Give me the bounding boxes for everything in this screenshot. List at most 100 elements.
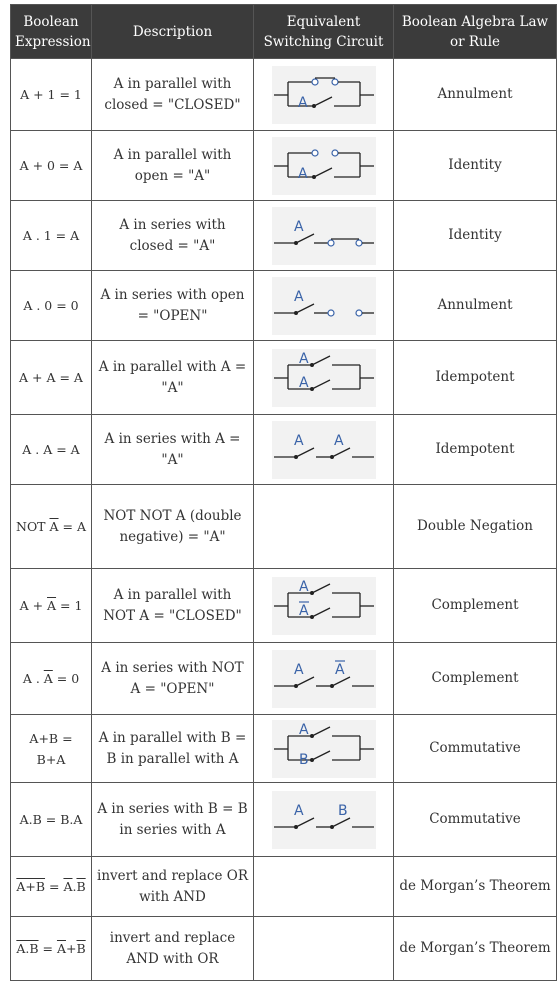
law-cell: Double Negation <box>393 484 557 569</box>
header-description: Description <box>91 4 254 59</box>
expression-overlined: A <box>47 598 57 613</box>
circuit-label-a: A <box>294 433 304 449</box>
expression-overlined: A+B <box>16 879 46 894</box>
circuit-cell: A <box>253 58 394 131</box>
law-cell: de Morgan’s Theorem <box>393 916 557 981</box>
law-cell: Annulment <box>393 58 557 131</box>
circuit-label-a: A <box>299 579 309 595</box>
switching-circuit-diagram: AB <box>271 719 376 778</box>
circuit-label-a: A <box>294 219 304 235</box>
header-row: Boolean Expression Description Equivalen… <box>10 4 557 59</box>
expression-cell: A.B = B.A <box>10 782 92 857</box>
description-cell: A in series with A = "A" <box>91 414 254 485</box>
circuit-label-a: A <box>294 662 304 678</box>
switching-circuit-diagram: A <box>271 276 376 335</box>
circuit-label-a: A <box>298 95 308 111</box>
expression-overlined: A <box>49 519 59 534</box>
circuit-label-b: B <box>338 803 348 819</box>
circuit-label-a: A <box>299 351 309 367</box>
expression-cell: A . 1 = A <box>10 200 92 271</box>
expression-part: A + <box>19 598 48 613</box>
description-cell: A in parallel with open = "A" <box>91 130 254 201</box>
circuit-cell <box>253 484 394 569</box>
header-circuit: Equivalent Switching Circuit <box>253 4 394 59</box>
circuit-label-b: B <box>299 752 309 768</box>
description-cell: NOT NOT A (double negative) = "A" <box>91 484 254 569</box>
circuit-label-a: A <box>334 433 344 449</box>
expression-cell: A + A = A <box>10 340 92 415</box>
expression-cell: A . 0 = 0 <box>10 270 92 341</box>
circuit-label-a: A <box>298 166 308 182</box>
expression-overlined: A <box>43 671 53 686</box>
law-cell: Annulment <box>393 270 557 341</box>
expression-cell: A+B = B+A <box>10 714 92 783</box>
circuit-label-not-a: A <box>335 662 345 678</box>
circuit-cell <box>253 856 394 917</box>
circuit-cell: A <box>253 130 394 201</box>
expression-overlined: B <box>76 941 86 956</box>
expression-part: = 0 <box>52 671 80 686</box>
table-row: A.B = B.A A in series with B = B in serie… <box>10 782 557 857</box>
description-cell: A in parallel with A = "A" <box>91 340 254 415</box>
law-cell: Identity <box>393 130 557 201</box>
expression-part: . <box>72 879 77 894</box>
expression-overlined: A <box>56 941 66 956</box>
table-row: A.B = A+B invert and replace AND with OR d… <box>10 916 557 981</box>
expression-overlined: A <box>63 879 73 894</box>
expression-part: + <box>65 941 77 956</box>
expression-part: = A <box>58 519 86 534</box>
expression-part: = <box>45 879 64 894</box>
expression-cell: A . A = 0 <box>10 642 92 715</box>
header-law: Boolean Algebra Law or Rule <box>393 4 557 59</box>
circuit-label-a: A <box>299 375 309 391</box>
table-row: A+B = B+A A in parallel with B = B in par… <box>10 714 557 783</box>
expression-cell: NOT A = A <box>10 484 92 569</box>
law-cell: Complement <box>393 642 557 715</box>
description-cell: A in parallel with NOT A = "CLOSED" <box>91 568 254 643</box>
description-cell: invert and replace AND with OR <box>91 916 254 981</box>
law-cell: Commutative <box>393 714 557 783</box>
circuit-cell: A <box>253 200 394 271</box>
expression-cell: A . A = A <box>10 414 92 485</box>
expression-cell: A.B = A+B <box>10 916 92 981</box>
table-row: NOT A = A NOT NOT A (double negative) = "… <box>10 484 557 569</box>
boolean-laws-table: Boolean Expression Description Equivalen… <box>10 4 557 981</box>
law-cell: Identity <box>393 200 557 271</box>
circuit-label-a: A <box>294 289 304 305</box>
circuit-label-not-a: A <box>299 603 309 619</box>
expression-cell: A + A = 1 <box>10 568 92 643</box>
table-row: A+B = A.B invert and replace OR with AND d… <box>10 856 557 917</box>
description-cell: A in series with NOT A = "OPEN" <box>91 642 254 715</box>
description-cell: invert and replace OR with AND <box>91 856 254 917</box>
expression-overlined: B <box>76 879 86 894</box>
circuit-label-a: A <box>294 803 304 819</box>
switching-circuit-diagram: A <box>271 65 376 124</box>
description-cell: A in series with B = B in series with A <box>91 782 254 857</box>
circuit-cell <box>253 916 394 981</box>
expression-part: = 1 <box>56 598 83 613</box>
law-cell: de Morgan’s Theorem <box>393 856 557 917</box>
circuit-label-a: A <box>299 722 309 738</box>
expression-cell: A+B = A.B <box>10 856 92 917</box>
circuit-cell: A <box>253 270 394 341</box>
law-cell: Idempotent <box>393 340 557 415</box>
law-cell: Complement <box>393 568 557 643</box>
law-cell: Idempotent <box>393 414 557 485</box>
description-cell: A in parallel with closed = "CLOSED" <box>91 58 254 131</box>
expression-part: A . <box>22 671 44 686</box>
